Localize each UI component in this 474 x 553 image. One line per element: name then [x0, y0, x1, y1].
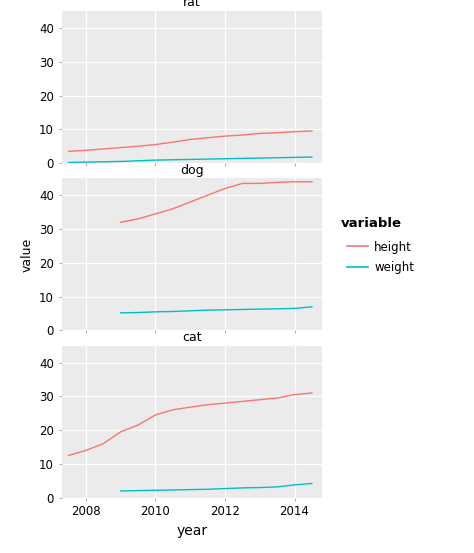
Legend: height, weight: height, weight	[342, 236, 419, 278]
Text: cat: cat	[182, 331, 202, 344]
X-axis label: year: year	[176, 524, 208, 538]
Text: variable: variable	[341, 217, 402, 231]
Y-axis label: value: value	[20, 237, 34, 272]
Text: rat: rat	[183, 0, 201, 9]
Text: dog: dog	[180, 164, 204, 176]
